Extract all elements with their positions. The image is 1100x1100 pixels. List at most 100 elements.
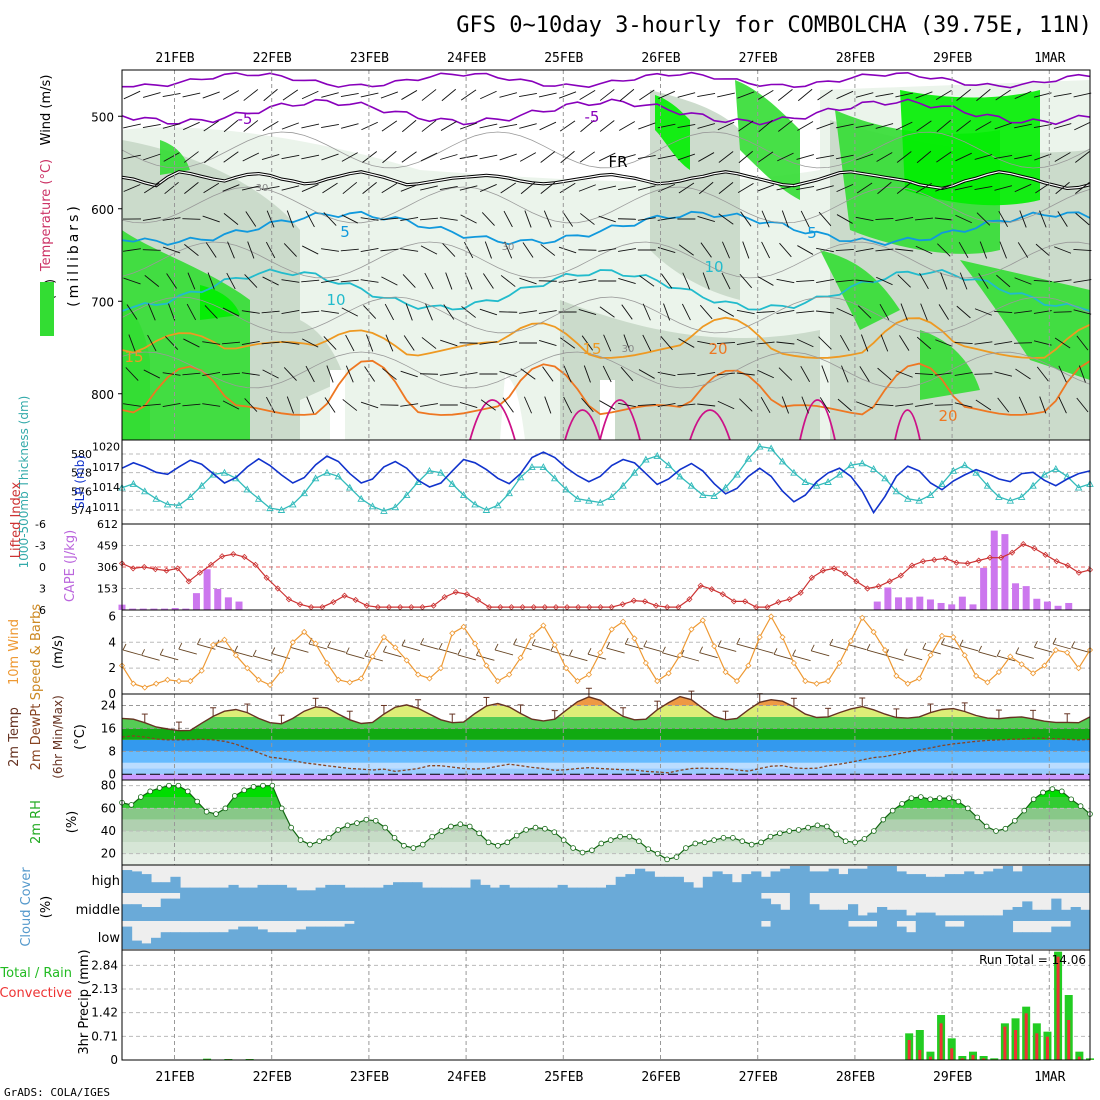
wind-barb xyxy=(480,399,496,411)
cloud-bar-middle xyxy=(925,912,936,921)
thickness-point xyxy=(494,501,502,509)
wind-barb xyxy=(1058,365,1067,383)
cloud-bar-high xyxy=(344,887,355,893)
wind-barb xyxy=(994,122,1012,130)
wind-barb xyxy=(441,88,457,102)
rh-point xyxy=(410,845,417,851)
wind-barb xyxy=(380,91,399,99)
legend-wind-unit-group: (m/s) xyxy=(51,635,66,669)
wind-barb xyxy=(677,153,696,161)
lifted-index-point xyxy=(908,562,916,569)
rh-point xyxy=(955,798,962,805)
cloud-bar-middle xyxy=(402,893,413,921)
wind-barb xyxy=(895,217,914,221)
cloud-bar-low xyxy=(460,921,471,949)
rh-area xyxy=(820,250,900,330)
rh-gap xyxy=(500,375,525,440)
wind-barb xyxy=(637,217,656,221)
wind-barb xyxy=(934,217,953,221)
wind-speed-point xyxy=(916,675,923,682)
wind-barb xyxy=(954,185,973,191)
cape-bar xyxy=(1001,534,1009,610)
thickness-point xyxy=(858,459,866,467)
wind-barb xyxy=(243,89,259,101)
cloud-bar-low xyxy=(702,921,713,949)
cloud-bar-low xyxy=(644,921,655,949)
wind-barb xyxy=(184,244,199,256)
lifted-index-point xyxy=(842,570,849,577)
wind-barb xyxy=(445,272,453,290)
wind-barb xyxy=(859,366,870,382)
wind10m-barb xyxy=(1015,652,1034,659)
rh-point xyxy=(579,849,586,856)
wind-barb xyxy=(265,396,276,414)
wind-speed-point xyxy=(1052,646,1059,654)
date-label-bottom: 27FEB xyxy=(739,1070,778,1085)
cape-bar xyxy=(948,604,956,610)
wind-barb xyxy=(618,402,636,408)
slp-tick-label: 1011 xyxy=(92,501,120,514)
wind-barb xyxy=(837,398,852,412)
cloud-bar-middle xyxy=(906,915,917,921)
wind-barb xyxy=(440,339,458,347)
wind-barb xyxy=(816,247,834,253)
cloud-bar-middle xyxy=(238,893,249,921)
cloud-bar-middle xyxy=(964,915,975,921)
wind-speed-point xyxy=(346,679,353,686)
freezing-level-inner xyxy=(121,171,1091,190)
wind-barb xyxy=(816,185,834,191)
wind10m-barb-tick xyxy=(1033,640,1038,648)
wind-barb xyxy=(857,305,872,319)
wind10m-barb-tick xyxy=(364,649,369,657)
rh-point xyxy=(401,842,407,849)
wind-barb xyxy=(955,214,972,224)
wind-barb xyxy=(1073,92,1092,98)
precip-convective-bar xyxy=(971,1055,975,1060)
wind-barb xyxy=(1039,210,1047,228)
rh-point xyxy=(739,838,746,844)
wind-barb xyxy=(420,185,438,191)
wind-barb xyxy=(204,150,219,164)
cloud-bar-high xyxy=(1031,866,1043,893)
wind-barb xyxy=(184,181,199,195)
cloud-bar-middle xyxy=(857,915,868,921)
cloud-bar-middle xyxy=(867,912,878,921)
wind-barb xyxy=(637,403,656,407)
lifted-index-point xyxy=(819,567,827,574)
rh-tick-label: 20 xyxy=(101,847,116,861)
wind-barb xyxy=(400,184,418,192)
wind-barb xyxy=(540,151,556,163)
wind-barb xyxy=(187,272,196,290)
legend-speed-barbs-group: Speed & Barbs xyxy=(29,604,44,701)
wind-speed-point xyxy=(847,637,854,645)
cloud-bar-low xyxy=(557,921,568,949)
cloud-bar-high xyxy=(760,876,772,893)
cloud-bar-low xyxy=(596,921,607,949)
cloud-bar-low xyxy=(1012,932,1023,949)
lifted-index-point xyxy=(986,554,993,561)
wind-barb xyxy=(935,184,953,192)
cloud-bar-middle xyxy=(1002,909,1014,921)
wind-barb xyxy=(519,310,537,314)
cloud-bar-high xyxy=(673,876,684,893)
rh-point xyxy=(871,828,877,834)
cloud-bar-high xyxy=(664,876,675,893)
rh-point xyxy=(786,828,793,834)
wind-barb xyxy=(460,214,477,224)
cloud-bar-high xyxy=(1041,866,1052,893)
cloud-bar-low xyxy=(935,921,946,949)
wind-barb xyxy=(1075,151,1090,163)
rh-point xyxy=(617,833,623,840)
cloud-bar-high xyxy=(286,887,297,893)
wind-barb xyxy=(895,121,913,131)
wind-barb xyxy=(281,279,300,283)
wind-barb xyxy=(578,184,596,192)
wind-barb xyxy=(1014,310,1032,314)
rh-point xyxy=(852,839,858,846)
wind-speed-point xyxy=(301,628,308,636)
cloud-bar-high xyxy=(180,887,191,893)
wind10m-barb xyxy=(811,650,830,657)
cloud-bar-high xyxy=(315,887,326,893)
cloud-bar-middle xyxy=(518,893,530,921)
thickness-point xyxy=(323,468,331,476)
